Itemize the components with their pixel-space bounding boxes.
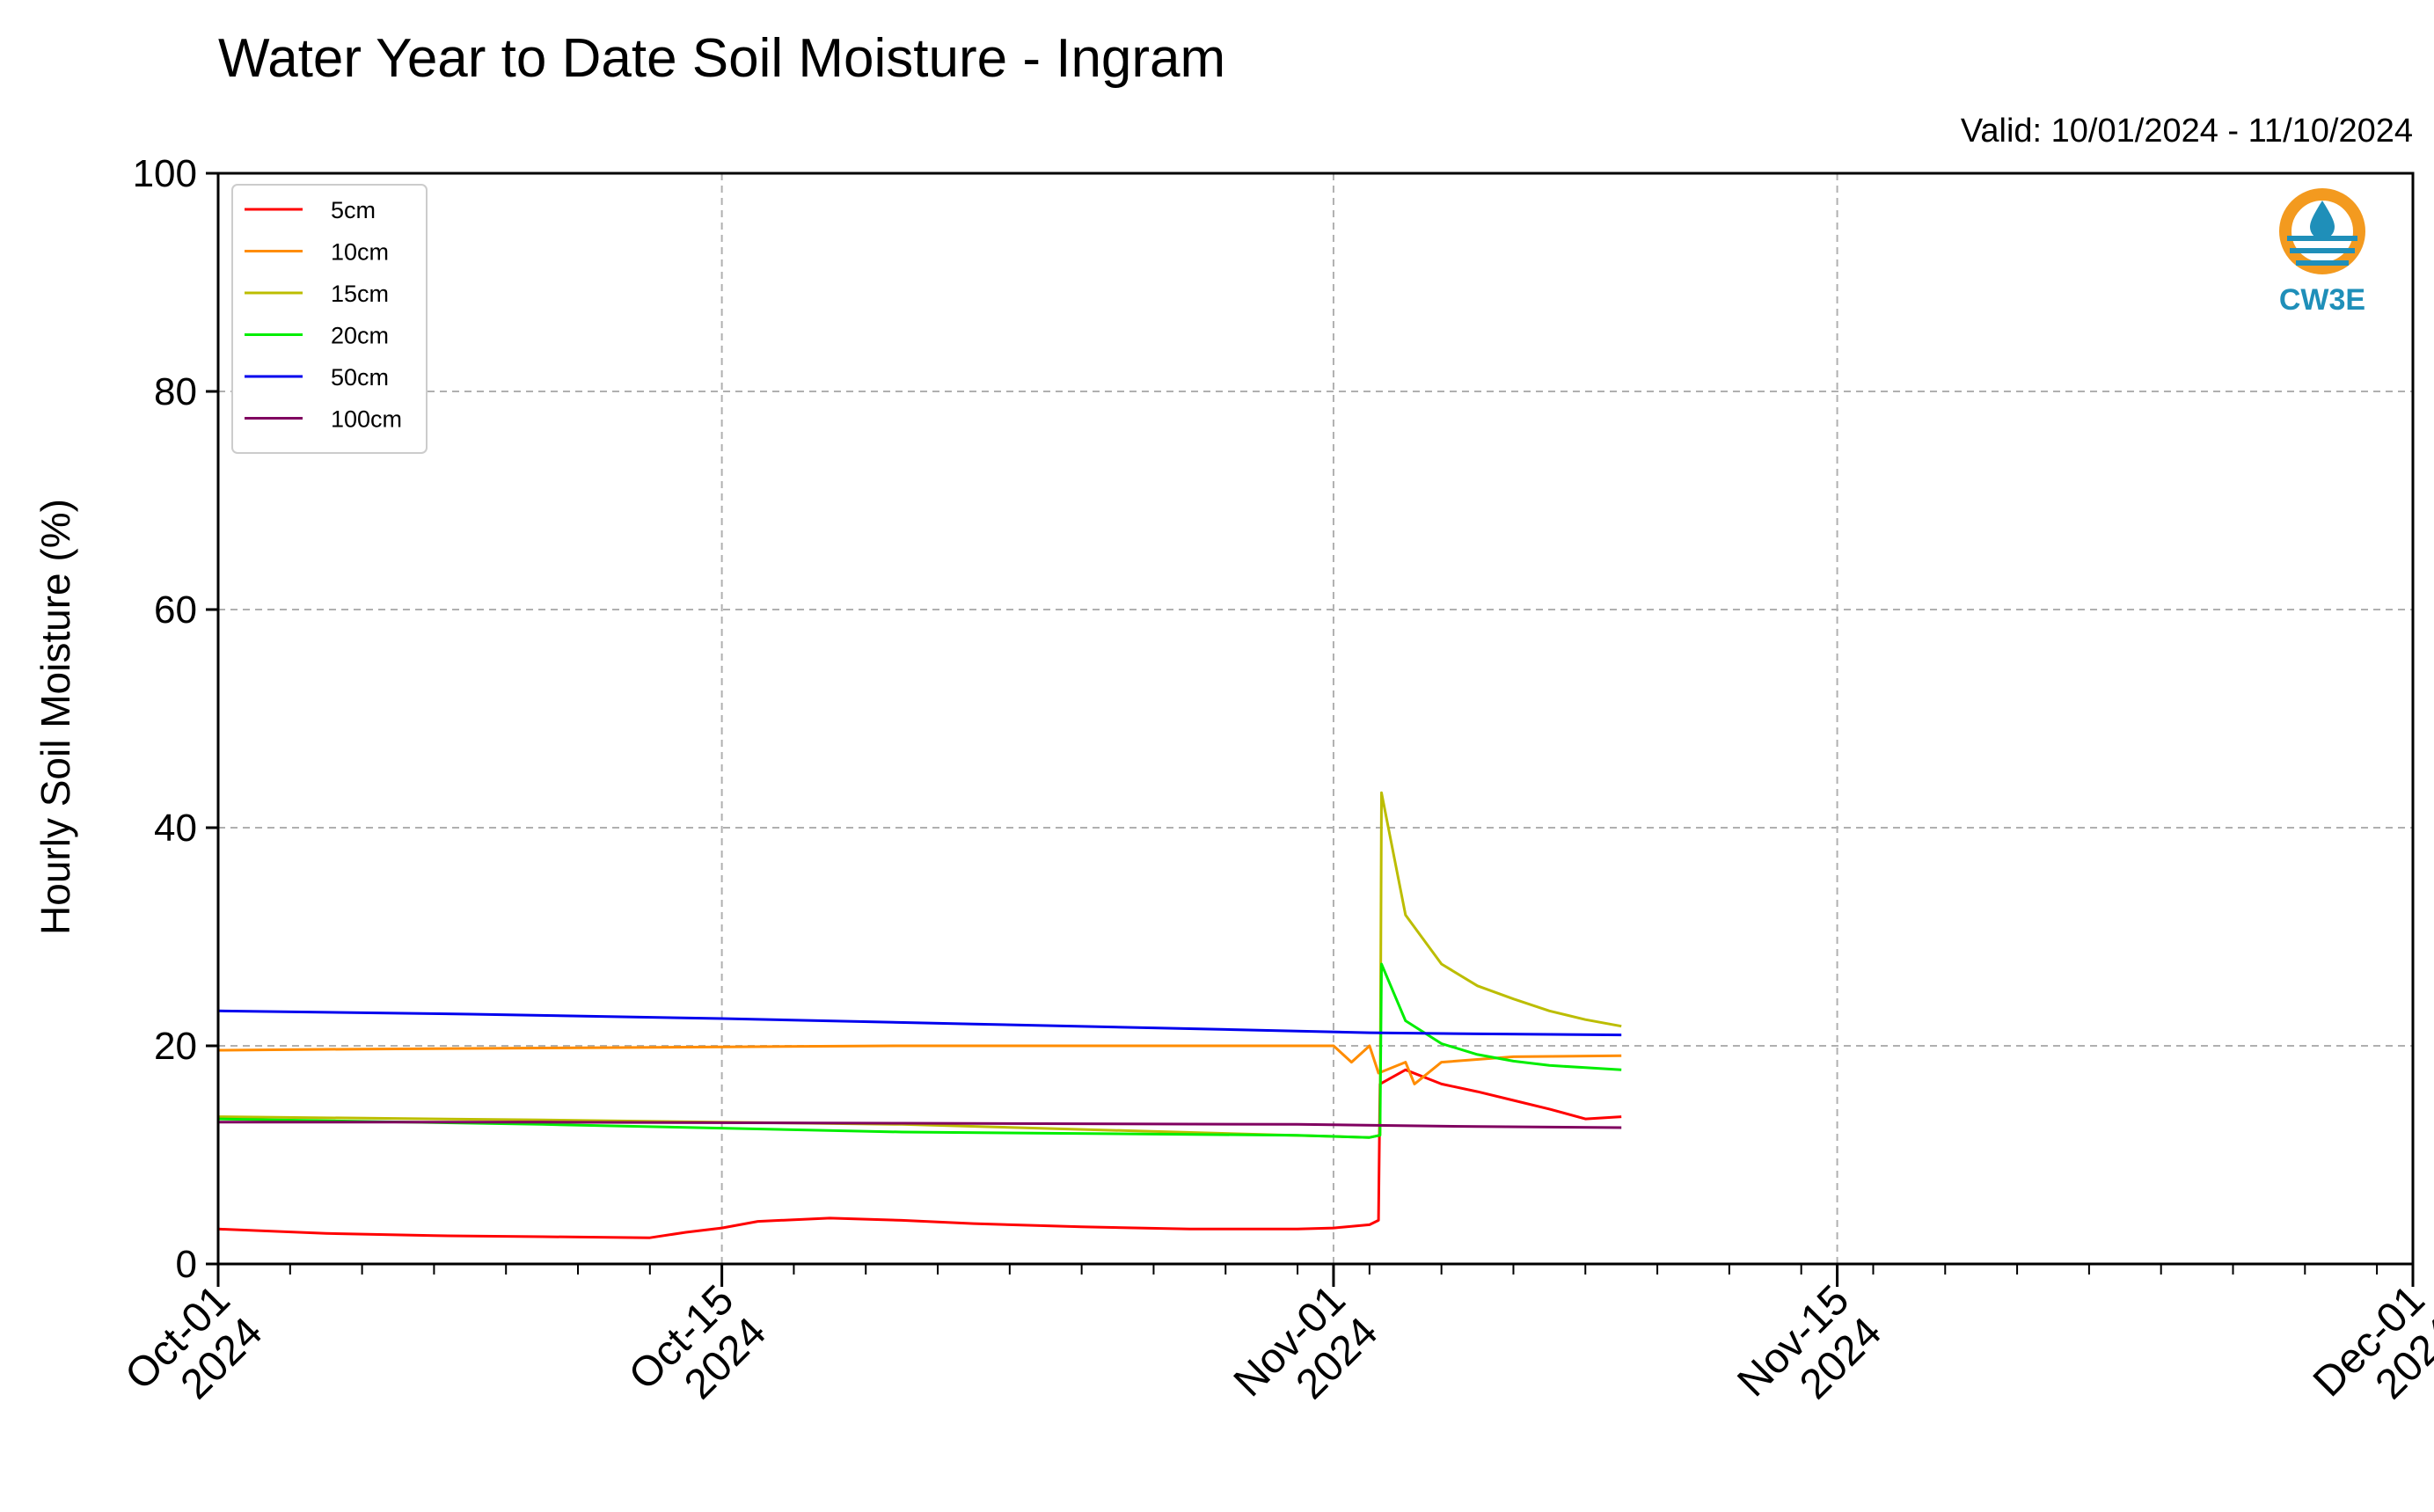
logo-label: CW3E [2279,283,2365,317]
series-line-5cm [217,1068,1622,1239]
y-tick-label: 100 [133,152,197,195]
series-line-50cm [217,1009,1622,1037]
legend-label-20cm: 20cm [331,323,389,349]
y-tick-label: 60 [154,588,197,632]
y-tick-label: 20 [154,1025,197,1068]
data-series [217,791,1622,1239]
y-axis-ticks: 0 20 40 60 80 100 [133,152,218,1286]
legend-label-100cm: 100cm [331,406,402,433]
y-tick-label: 40 [154,807,197,850]
logo-ring [2279,188,2365,274]
valid-date-range: Valid: 10/01/2024 - 11/10/2024 [1961,113,2413,150]
plot-axes [216,172,2415,1266]
plot-frame [216,172,2415,1266]
water-drop-icon [2310,201,2335,239]
legend-label-15cm: 15cm [331,281,389,307]
y-axis-label: Hourly Soil Moisture (%) [33,499,78,935]
legend-label-50cm: 50cm [331,364,389,391]
cw3e-logo: CW3E [2279,188,2365,317]
series-line-100cm [218,1121,1622,1129]
y-tick-label: 0 [176,1243,197,1286]
legend-label-10cm: 10cm [331,239,389,266]
logo-waves [2287,236,2357,266]
chart-title: Water Year to Date Soil Moisture - Ingra… [218,28,1225,89]
legend: 5cm 10cm 15cm 20cm 50cm 100cm [231,184,428,454]
series-line-20cm [217,962,1622,1139]
series-line-10cm [217,1044,1622,1085]
y-tick-label: 80 [154,370,197,413]
legend-label-5cm: 5cm [331,197,376,223]
